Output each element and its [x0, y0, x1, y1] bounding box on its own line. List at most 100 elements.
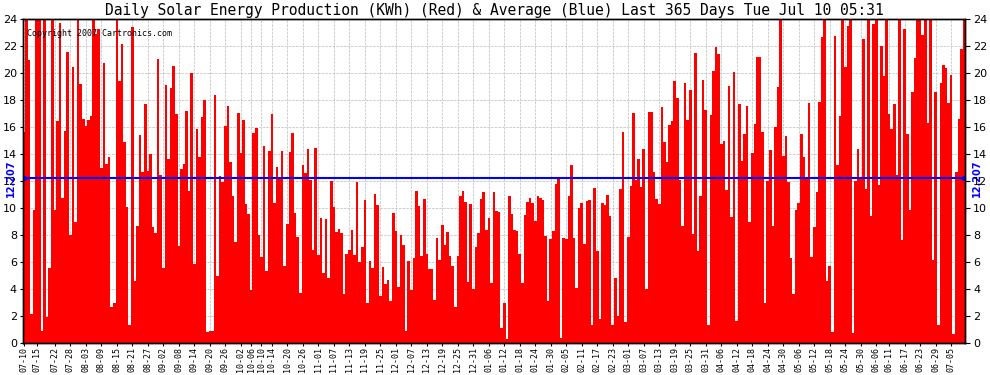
Bar [580, 203, 583, 343]
Bar [260, 257, 262, 343]
Bar [942, 64, 944, 343]
Bar [426, 254, 428, 343]
Bar [875, 20, 877, 343]
Bar [144, 104, 147, 343]
Bar [461, 191, 464, 343]
Bar [846, 26, 849, 343]
Bar [805, 177, 808, 343]
Bar [751, 153, 753, 343]
Bar [302, 165, 304, 343]
Bar [211, 331, 214, 343]
Bar [196, 129, 198, 343]
Bar [413, 258, 415, 343]
Bar [725, 190, 728, 343]
Bar [257, 235, 260, 343]
Bar [521, 283, 524, 343]
Bar [405, 331, 408, 343]
Bar [720, 144, 723, 343]
Bar [854, 182, 857, 343]
Bar [546, 301, 549, 343]
Bar [516, 231, 519, 343]
Bar [335, 232, 338, 343]
Bar [554, 184, 557, 343]
Bar [201, 117, 203, 343]
Bar [888, 114, 890, 343]
Bar [681, 226, 684, 343]
Bar [880, 46, 883, 343]
Text: 12.207: 12.207 [972, 159, 982, 197]
Bar [503, 303, 506, 343]
Bar [694, 53, 697, 343]
Bar [529, 198, 532, 343]
Bar [849, 20, 851, 343]
Bar [255, 128, 257, 343]
Bar [341, 233, 343, 343]
Bar [831, 332, 834, 343]
Bar [955, 172, 957, 343]
Bar [294, 213, 296, 343]
Bar [705, 110, 707, 343]
Bar [446, 232, 448, 343]
Bar [962, 20, 965, 343]
Bar [325, 219, 328, 343]
Bar [640, 188, 643, 343]
Bar [278, 178, 281, 343]
Bar [395, 231, 397, 343]
Bar [126, 207, 129, 343]
Bar [358, 262, 361, 343]
Bar [423, 198, 426, 343]
Bar [156, 59, 159, 343]
Bar [467, 282, 469, 343]
Bar [638, 159, 640, 343]
Bar [131, 27, 134, 343]
Bar [542, 200, 545, 343]
Bar [697, 251, 699, 343]
Bar [451, 266, 454, 343]
Bar [903, 29, 906, 343]
Bar [829, 266, 831, 343]
Bar [798, 204, 800, 343]
Bar [69, 235, 71, 343]
Bar [758, 57, 761, 343]
Bar [917, 20, 919, 343]
Bar [474, 247, 477, 343]
Bar [741, 161, 743, 343]
Bar [911, 92, 914, 343]
Bar [643, 148, 645, 343]
Bar [46, 317, 49, 343]
Bar [710, 115, 712, 343]
Bar [124, 142, 126, 343]
Bar [787, 182, 790, 343]
Bar [100, 168, 103, 343]
Bar [441, 225, 444, 343]
Bar [387, 280, 389, 343]
Bar [90, 116, 92, 343]
Bar [431, 269, 434, 343]
Bar [684, 83, 686, 343]
Bar [103, 63, 105, 343]
Bar [487, 218, 490, 343]
Bar [766, 182, 769, 343]
Bar [745, 106, 748, 343]
Bar [384, 284, 387, 343]
Bar [808, 103, 811, 343]
Bar [635, 180, 638, 343]
Bar [960, 50, 962, 343]
Bar [482, 192, 485, 343]
Bar [240, 153, 243, 343]
Bar [162, 268, 164, 343]
Bar [219, 176, 222, 343]
Bar [188, 191, 190, 343]
Bar [567, 196, 570, 343]
Bar [857, 149, 859, 343]
Bar [350, 230, 353, 343]
Bar [800, 134, 803, 343]
Bar [41, 331, 44, 343]
Bar [837, 165, 839, 343]
Bar [408, 261, 410, 343]
Bar [92, 20, 95, 343]
Bar [366, 303, 368, 343]
Bar [330, 182, 333, 343]
Bar [198, 157, 201, 343]
Bar [652, 172, 655, 343]
